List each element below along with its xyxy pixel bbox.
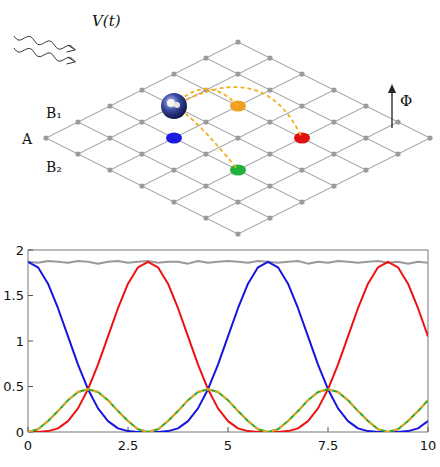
lattice-line	[174, 106, 366, 202]
lattice-line	[142, 90, 334, 186]
drive-arrowhead	[67, 57, 76, 64]
lattice-site	[331, 151, 336, 156]
marked-site	[166, 133, 182, 144]
x-tick	[228, 427, 229, 432]
lattice-line	[238, 42, 430, 138]
lattice-site	[139, 119, 144, 124]
series-line	[28, 389, 428, 432]
y-tick-label: 0	[16, 425, 24, 440]
axes: 0 0.5 1 1.5 2 0 2.5 5 7.5 10	[3, 243, 436, 454]
lattice-site	[363, 103, 368, 108]
lattice-site	[395, 151, 400, 156]
lattice-site	[139, 151, 144, 156]
lattice-line	[206, 58, 398, 154]
y-tick-label: 1	[16, 334, 24, 349]
lattice-site	[203, 119, 208, 124]
lattice-site	[299, 167, 304, 172]
series-line	[28, 389, 428, 432]
hop-path	[174, 106, 238, 170]
y-tick-label: 0.5	[3, 379, 24, 394]
lattice-line	[206, 122, 398, 218]
drive-label: V(t)	[92, 12, 121, 30]
lattice-site	[363, 135, 368, 140]
lattice-site	[75, 151, 80, 156]
lattice-site	[139, 183, 144, 188]
atom	[161, 93, 187, 119]
figure: V(t) Φ B₁ A B₂ 0 0.5 1 1.5 2 0 2.5 5 7.5 10	[0, 0, 440, 467]
lattice-line	[174, 74, 366, 170]
lattice-site	[331, 119, 336, 124]
lattice-site	[139, 87, 144, 92]
lattice-site	[363, 167, 368, 172]
lattice-line	[238, 138, 430, 234]
lattice-site	[395, 119, 400, 124]
y-tick-label: 1.5	[3, 288, 24, 303]
lattice-site	[299, 103, 304, 108]
series-line	[28, 262, 428, 432]
lattice-site	[331, 87, 336, 92]
lattice-site	[203, 151, 208, 156]
drive-arrowhead	[67, 45, 76, 52]
lattice-site	[235, 71, 240, 76]
site-label: B₁	[46, 105, 62, 121]
lattice-site	[235, 135, 240, 140]
lattice	[43, 39, 432, 236]
lattice-site	[107, 167, 112, 172]
flux-arrowhead	[388, 84, 396, 93]
lattice-site	[267, 87, 272, 92]
x-tick	[428, 427, 429, 432]
lattice-site	[171, 71, 176, 76]
lattice-site	[171, 167, 176, 172]
lattice-site	[235, 231, 240, 236]
lattice-site	[267, 55, 272, 60]
lattice-site	[427, 135, 432, 140]
y-tick	[28, 386, 33, 387]
y-tick-label: 2	[16, 243, 24, 258]
lattice-site	[203, 215, 208, 220]
x-tick	[328, 427, 329, 432]
y-tick	[28, 295, 33, 296]
y-tick	[28, 250, 33, 251]
x-tick-label: 7.5	[318, 438, 339, 453]
series-line	[28, 262, 428, 432]
lattice-site	[203, 55, 208, 60]
marked-site	[230, 101, 246, 112]
marked-site	[294, 133, 310, 144]
lattice-site	[203, 183, 208, 188]
lattice-site	[107, 135, 112, 140]
atom-highlight	[174, 102, 180, 108]
x-tick-label: 2.5	[118, 438, 139, 453]
x-tick-label: 10	[420, 438, 437, 453]
lattice-site	[235, 39, 240, 44]
flux-label: Φ	[400, 92, 412, 110]
site-label: B₂	[46, 159, 62, 175]
y-tick	[28, 341, 33, 342]
lattice-site	[267, 215, 272, 220]
hop-path	[174, 87, 302, 138]
lattice-site	[299, 71, 304, 76]
lattice-site	[171, 199, 176, 204]
lattice-site	[75, 119, 80, 124]
lattice-line	[142, 90, 334, 186]
lattice-site	[235, 199, 240, 204]
plot-frame	[28, 250, 428, 432]
lattice-site	[267, 119, 272, 124]
drive-wave	[14, 48, 75, 62]
marked-site	[230, 165, 246, 176]
lattice-site	[107, 103, 112, 108]
drive-wave	[14, 36, 75, 50]
lattice-site	[43, 135, 48, 140]
lattice-site	[267, 183, 272, 188]
lattice-site	[331, 183, 336, 188]
series-line	[28, 261, 428, 264]
x-tick-label: 0	[24, 438, 32, 453]
lattice-site	[267, 151, 272, 156]
atom-highlight	[167, 99, 175, 107]
series-lines	[28, 261, 428, 432]
x-tick-label: 5	[224, 438, 232, 453]
lattice-site	[299, 199, 304, 204]
site-label: A	[21, 131, 33, 147]
